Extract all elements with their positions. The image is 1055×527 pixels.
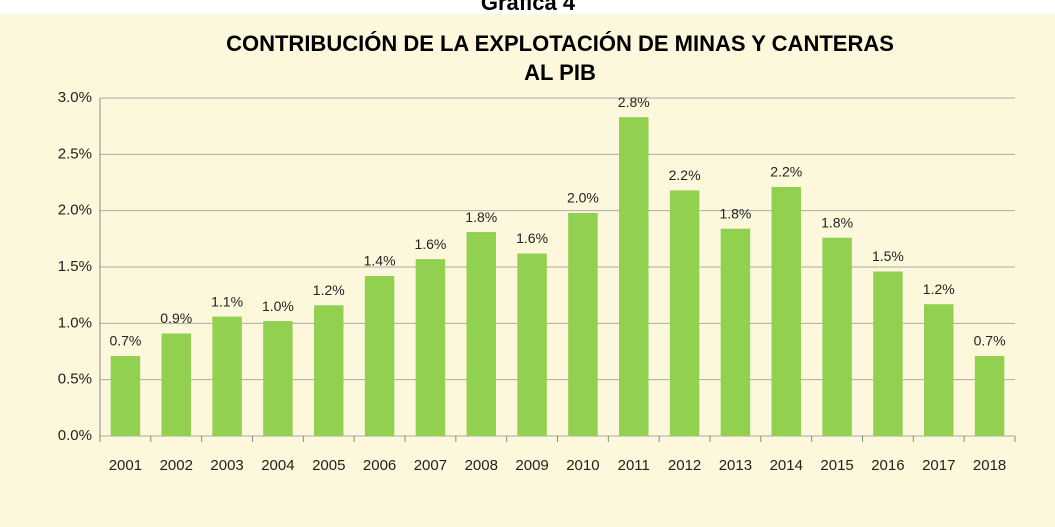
chart-title: AL PIB [524,60,596,85]
x-tick-label: 2010 [566,457,599,474]
data-label: 1.0% [262,298,294,314]
data-label: 0.9% [160,310,192,326]
data-label: 0.7% [974,333,1006,349]
data-label: 1.2% [313,282,345,298]
bar [974,356,1005,436]
x-tick-label: 2006 [363,457,396,474]
bar [415,259,446,436]
data-label: 1.5% [872,248,904,264]
bar [873,271,903,436]
bar [161,333,191,436]
data-label: 2.0% [567,190,599,206]
x-tick-label: 2007 [414,457,447,474]
bar [720,228,751,436]
y-tick-label: 1.5% [58,258,92,275]
x-tick-label: 2002 [160,457,193,474]
chart-title: CONTRIBUCIÓN DE LA EXPLOTACIÓN DE MINAS … [226,31,894,56]
bar [263,321,293,436]
x-tick-label: 2017 [922,457,955,474]
data-label: 2.2% [770,164,802,180]
x-tick-label: 2015 [820,457,853,474]
data-label: 1.8% [465,209,497,225]
y-tick-label: 1.0% [58,314,92,331]
data-label: 1.2% [923,281,955,297]
x-tick-label: 2013 [719,457,752,474]
data-label: 1.6% [414,236,446,252]
x-tick-label: 2011 [618,457,650,474]
x-tick-label: 2005 [312,457,345,474]
data-label: 1.8% [719,205,751,221]
x-tick-label: 2016 [871,457,904,474]
x-tick-label: 2018 [973,457,1006,474]
y-tick-label: 2.0% [58,202,92,219]
bar [619,117,649,437]
x-tick-label: 2003 [210,457,243,474]
bar [517,253,547,436]
x-tick-label: 2001 [109,457,142,474]
bar [924,304,954,436]
y-tick-label: 2.5% [58,145,92,162]
x-tick-label: 2008 [465,457,498,474]
data-label: 1.1% [211,293,243,309]
x-tick-label: 2012 [668,457,701,474]
y-tick-label: 0.0% [58,427,92,444]
y-tick-label: 3.0% [58,89,92,106]
bar [110,356,141,436]
data-label: 2.2% [669,167,701,183]
x-tick-label: 2009 [515,457,548,474]
data-label: 1.4% [364,253,396,269]
bar [568,212,598,436]
bar [466,232,496,436]
y-tick-label: 0.5% [58,371,92,388]
data-label: 1.6% [516,230,548,246]
data-label: 0.7% [109,333,141,349]
data-label: 1.8% [821,214,853,230]
data-label: 2.8% [618,94,650,110]
bar [669,190,700,436]
bar [822,237,852,436]
x-tick-label: 2004 [261,457,294,474]
x-tick-label: 2014 [770,457,803,474]
bar [771,187,801,436]
heading: Gráfica 4 [481,0,576,15]
bar [364,276,395,436]
bar [212,316,242,436]
bar [314,305,344,436]
